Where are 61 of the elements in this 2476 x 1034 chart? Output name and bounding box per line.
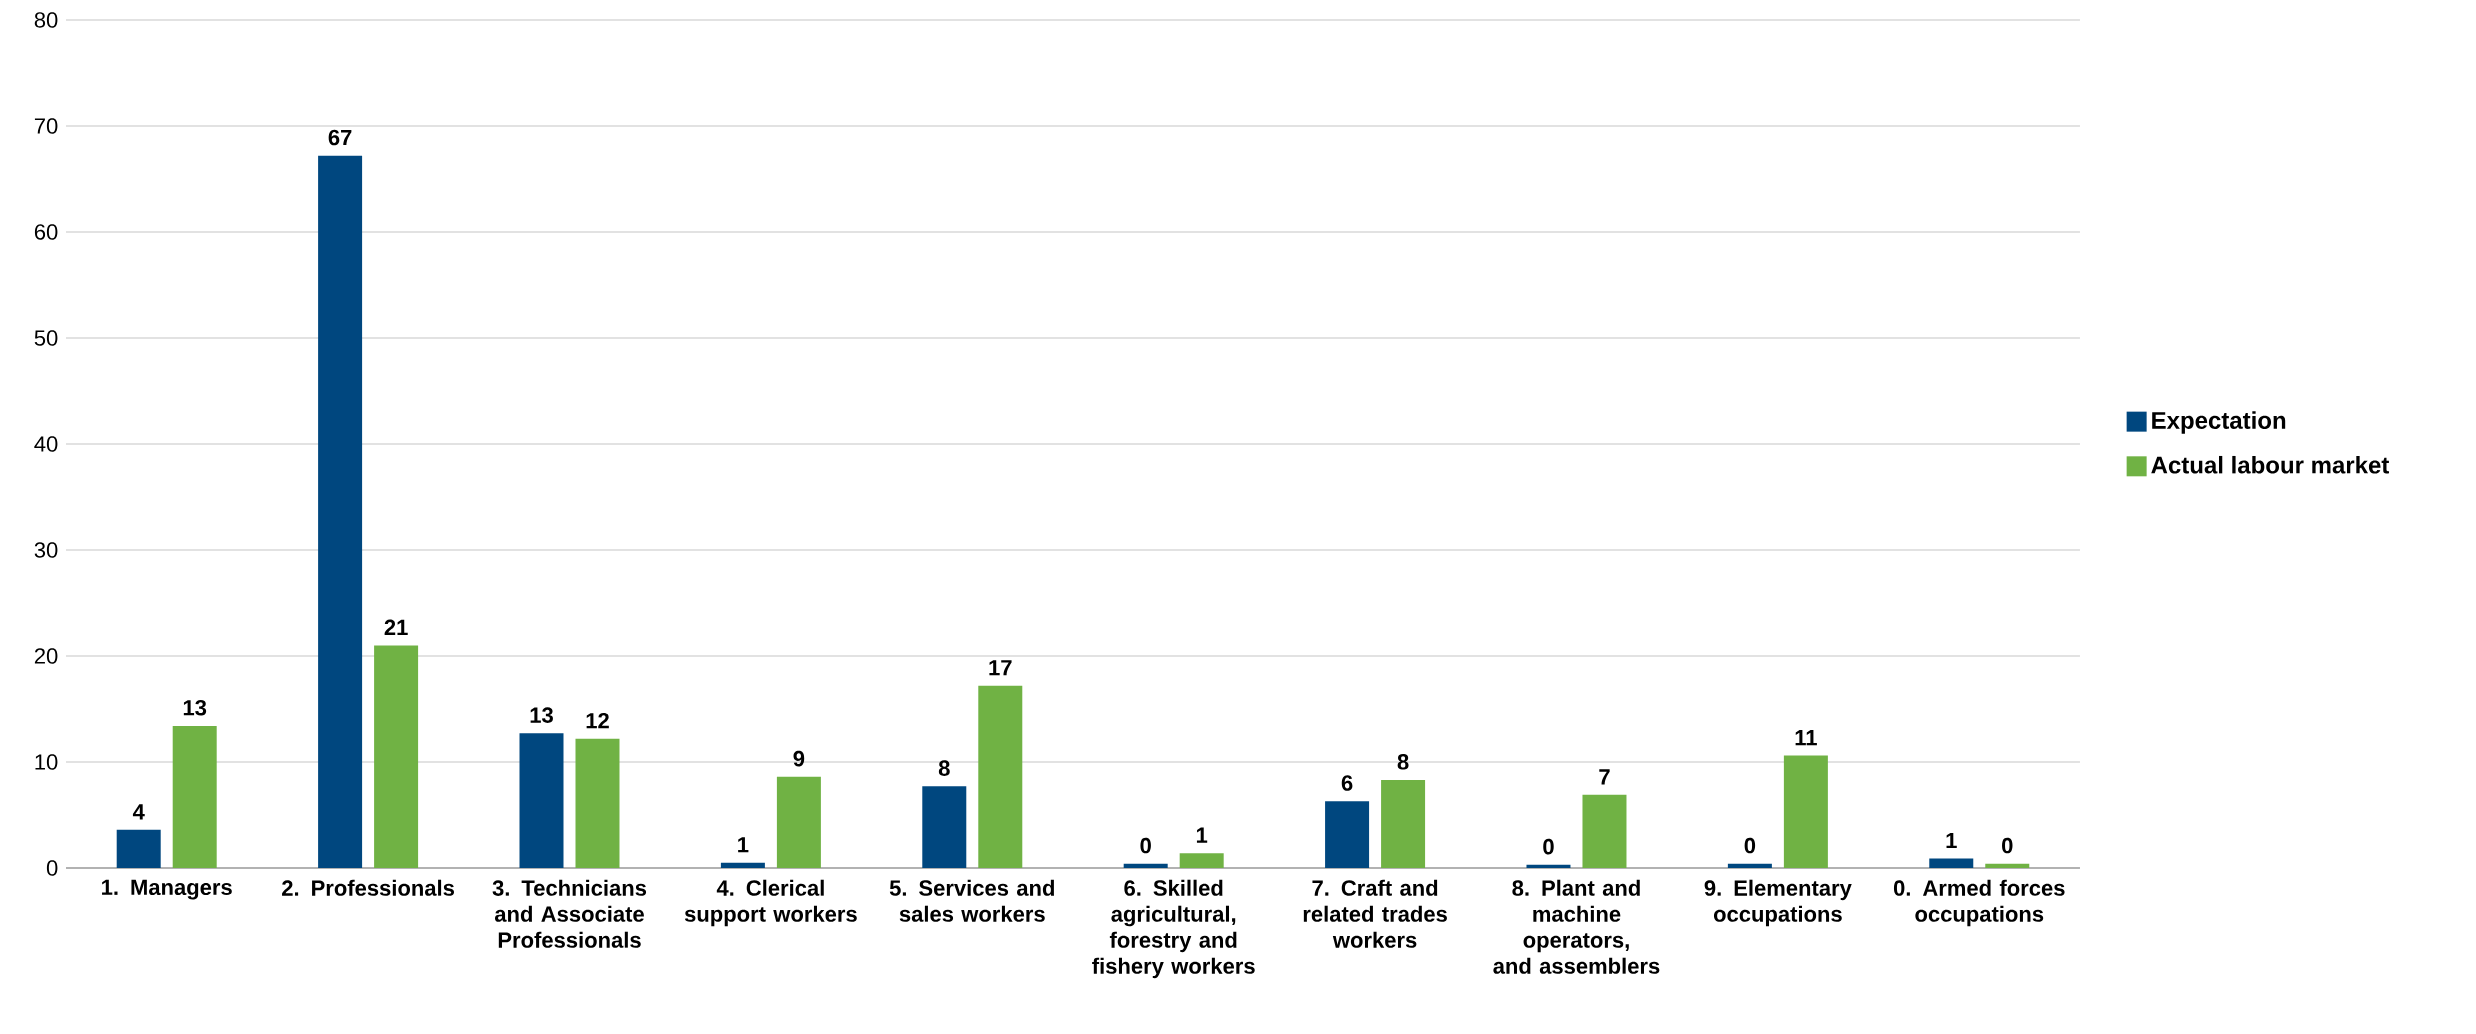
bar — [978, 685, 1023, 868]
bar — [1985, 863, 2030, 868]
bar — [172, 725, 217, 868]
data-label: 1 — [1196, 827, 1208, 843]
x-tick-label: 1. Managers — [102, 879, 232, 900]
data-label: 6 — [1341, 775, 1353, 791]
data-label: 7 — [1599, 769, 1610, 785]
data-label: 0 — [2002, 837, 2013, 854]
legend-label: Actual labour market — [2151, 455, 2390, 474]
y-tick-label: 80 — [34, 12, 58, 28]
data-label: 8 — [938, 760, 950, 776]
bar — [1179, 853, 1224, 868]
bar — [922, 786, 967, 868]
data-label: 0 — [1543, 838, 1554, 855]
x-tick-label: 3. Technicians and Associate Professionals — [492, 879, 647, 948]
y-tick-label: 70 — [34, 118, 58, 134]
bar — [720, 862, 765, 868]
data-label: 8 — [1397, 754, 1409, 770]
x-tick-label: 7. Craft and related trades workers — [1303, 879, 1447, 948]
bar — [318, 155, 363, 868]
bar — [776, 776, 821, 868]
x-tick-label: 8. Plant and machine operators, and assemblers — [1493, 879, 1660, 974]
data-label: 0 — [1744, 837, 1756, 854]
bar — [116, 829, 161, 868]
x-tick-label: 4. Clerical support workers — [684, 879, 857, 927]
bar — [374, 645, 419, 868]
y-tick-label: 50 — [34, 330, 58, 346]
data-label: 1 — [738, 837, 749, 853]
bar — [1727, 863, 1772, 868]
legend-label: Expectation — [2152, 411, 2286, 434]
x-tick-label: 0. Armed forces occupations — [1893, 879, 2065, 927]
data-label: 4 — [132, 804, 145, 820]
x-tick-label: 5. Services and sales workers — [889, 879, 1054, 922]
y-tick-label: 20 — [34, 648, 58, 664]
data-label: 0 — [1140, 837, 1151, 854]
bar — [1929, 858, 1974, 868]
y-tick-label: 40 — [34, 436, 58, 452]
bar — [1325, 801, 1370, 868]
x-tick-label: 6. Skilled agricultural, forestry and fishery workers — [1092, 879, 1255, 979]
bar — [1123, 863, 1168, 868]
data-label: 21 — [384, 619, 408, 635]
data-label: 11 — [1795, 730, 1817, 746]
x-tick-label: 9. Elementary occupations — [1704, 879, 1852, 927]
bar — [1582, 794, 1627, 868]
y-tick-label: 0 — [46, 860, 58, 876]
data-label: 12 — [586, 712, 609, 729]
data-label: 13 — [183, 699, 207, 716]
bar — [1526, 864, 1571, 868]
data-label: 9 — [793, 750, 805, 767]
data-label: 17 — [989, 660, 1012, 676]
bar — [575, 738, 620, 868]
y-tick-label: 10 — [35, 754, 58, 770]
bar — [519, 733, 564, 868]
bar — [1783, 755, 1828, 868]
y-tick-label: 30 — [34, 542, 58, 558]
bar — [1381, 780, 1426, 868]
data-label: 13 — [530, 707, 553, 723]
data-label: 67 — [328, 129, 352, 146]
data-label: 1 — [1946, 832, 1957, 849]
y-tick-label: 60 — [34, 224, 58, 240]
x-tick-label: 2. Professionals — [282, 879, 454, 896]
